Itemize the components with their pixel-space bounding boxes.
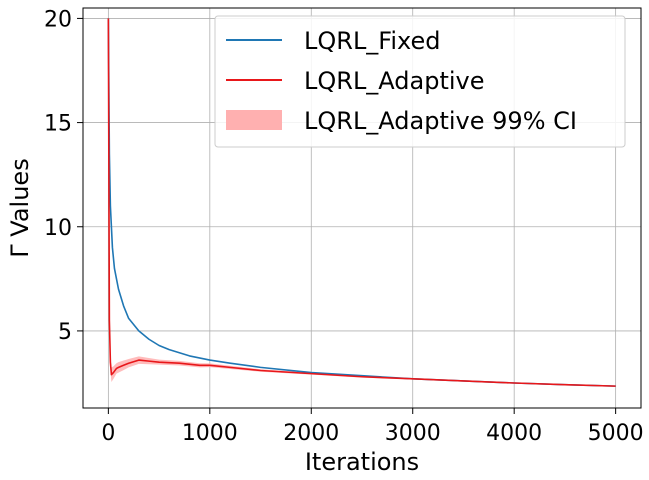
series-line-lqrl-adaptive [107, 18, 616, 387]
y-axis-label: Γ Values [6, 158, 34, 257]
x-tick-label: 1000 [182, 421, 238, 446]
series-layer [107, 18, 616, 387]
y-tick-label: 20 [44, 7, 72, 32]
legend-label-ci: LQRL_Adaptive 99% CI [304, 107, 577, 135]
legend-label-lqrl-adaptive: LQRL_Adaptive [304, 67, 485, 95]
legend-box [214, 15, 626, 148]
x-axis-label: Iterations [305, 448, 419, 476]
legend-swatch-ci [226, 110, 282, 130]
x-tick-label: 0 [101, 421, 115, 446]
y-tick-label: 5 [58, 320, 72, 345]
x-tick-label: 4000 [486, 421, 542, 446]
plot-frame [82, 7, 642, 409]
y-tick-label: 15 [44, 112, 72, 137]
ticks: 0 1000 2000 3000 4000 5000 5 10 15 20 [44, 7, 644, 446]
legend-label-lqrl-fixed: LQRL_Fixed [304, 27, 441, 55]
legend: LQRL_Fixed LQRL_Adaptive LQRL_Adaptive 9… [214, 15, 626, 148]
y-tick-label: 10 [44, 216, 72, 241]
x-tick-label: 2000 [283, 421, 339, 446]
x-tick-label: 3000 [385, 421, 441, 446]
x-tick-label: 5000 [588, 421, 644, 446]
